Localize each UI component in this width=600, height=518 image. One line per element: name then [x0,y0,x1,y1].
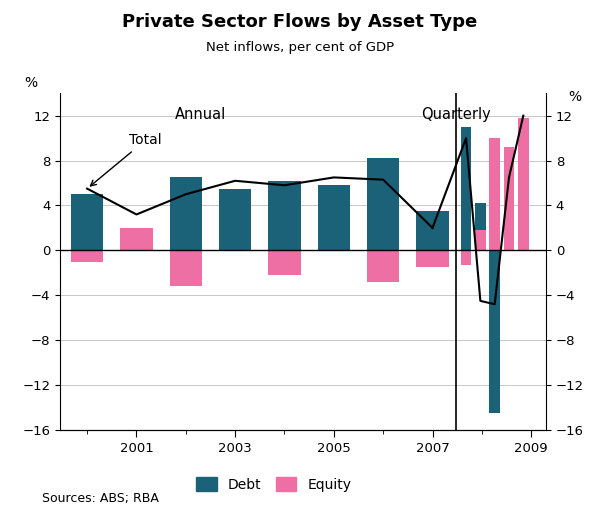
Y-axis label: %: % [569,90,582,104]
Bar [503,214,514,250]
Bar [121,228,152,250]
Y-axis label: %: % [24,76,37,90]
Text: Sources: ABS; RBA: Sources: ABS; RBA [42,492,159,505]
Bar [268,250,301,275]
Bar [461,127,472,250]
Bar [318,185,350,250]
Bar [475,230,486,250]
Bar [71,194,103,250]
Bar [489,250,500,413]
Text: Net inflows, per cent of GDP: Net inflows, per cent of GDP [206,41,394,54]
Bar [71,250,103,262]
Bar [416,250,449,267]
Text: Quarterly: Quarterly [421,107,491,122]
Bar [367,250,399,282]
Bar [170,250,202,286]
Bar [461,250,472,265]
Bar [170,177,202,250]
Legend: Debt, Equity: Debt, Equity [191,471,357,497]
Bar [121,234,152,250]
Bar [268,181,301,250]
Text: Total: Total [91,133,162,186]
Text: Annual: Annual [175,107,227,122]
Bar [475,203,486,250]
Bar [518,118,529,250]
Text: Private Sector Flows by Asset Type: Private Sector Flows by Asset Type [122,13,478,31]
Bar [416,211,449,250]
Bar [503,147,514,250]
Bar [518,193,529,250]
Bar [489,138,500,250]
Bar [219,189,251,250]
Bar [367,159,399,250]
